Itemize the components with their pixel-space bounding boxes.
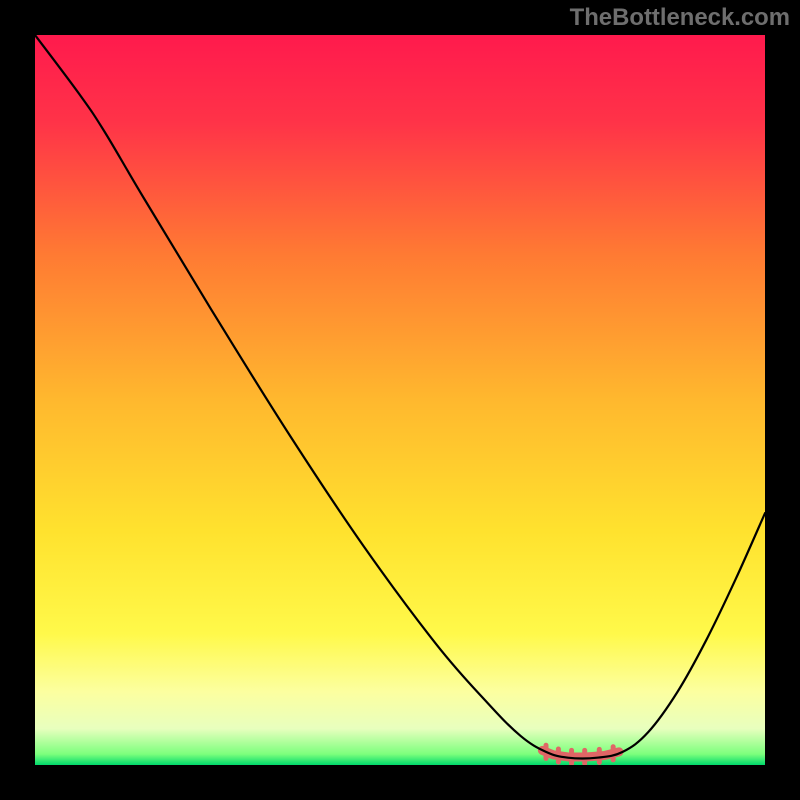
root: TheBottleneck.com — [0, 0, 800, 800]
bottleneck-curve — [35, 35, 765, 758]
chart-svg — [35, 35, 765, 765]
plot-frame — [35, 35, 765, 765]
watermark-text: TheBottleneck.com — [570, 4, 790, 32]
